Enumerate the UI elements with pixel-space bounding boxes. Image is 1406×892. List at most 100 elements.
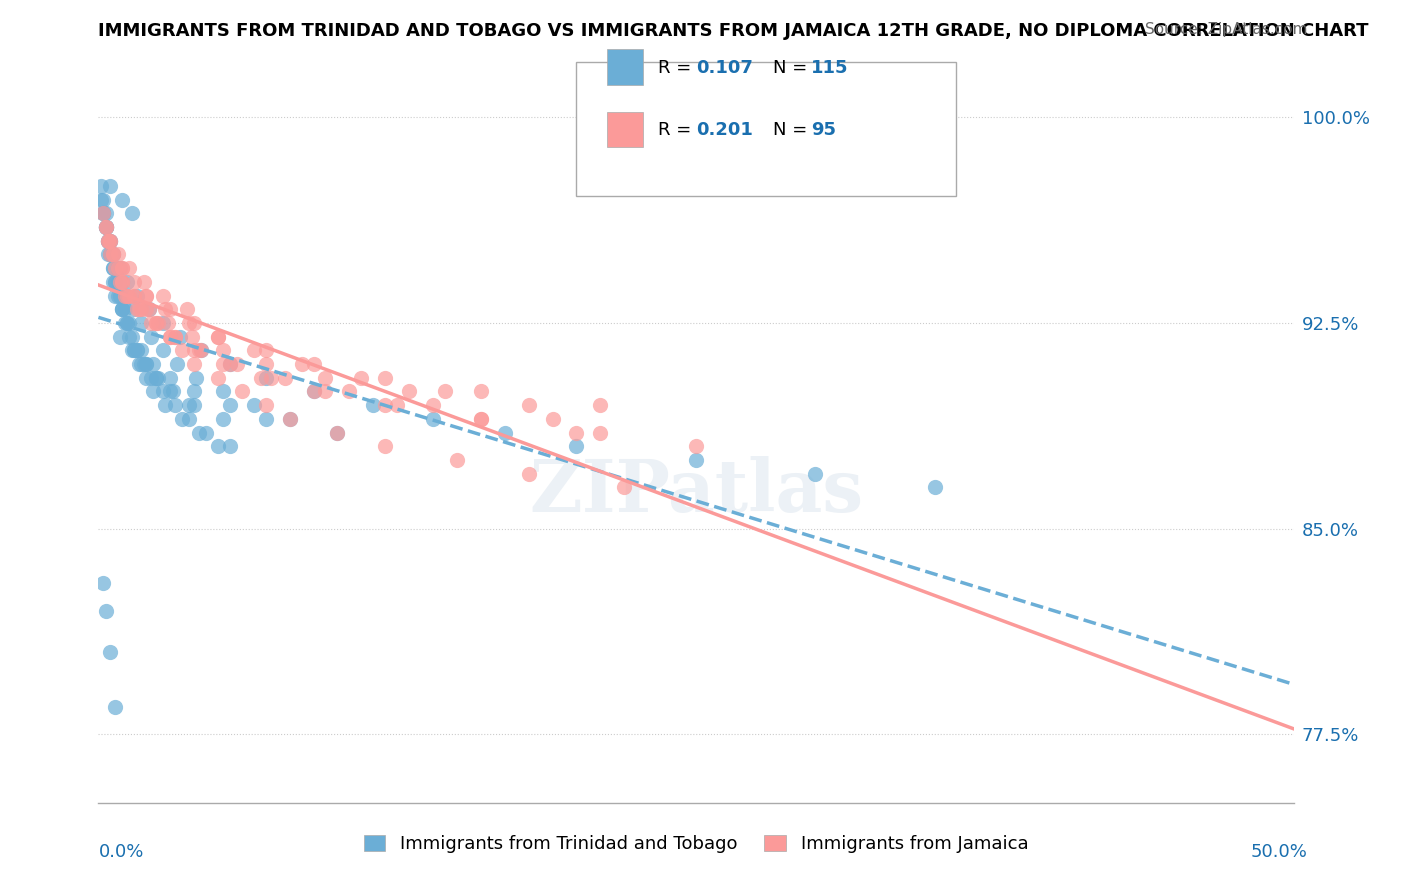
Point — [219, 439, 242, 453]
Point — [98, 234, 122, 248]
Text: N =: N = — [773, 121, 813, 139]
Point — [118, 316, 141, 330]
Point — [111, 302, 134, 317]
Point — [176, 302, 198, 317]
Point — [131, 302, 153, 317]
Point — [115, 316, 138, 330]
Point — [494, 425, 516, 440]
Point — [152, 288, 174, 302]
Point — [91, 206, 114, 220]
Point — [159, 384, 181, 399]
Point — [211, 343, 233, 358]
Point — [135, 302, 157, 317]
Point — [118, 288, 141, 302]
Point — [163, 329, 186, 343]
Point — [169, 329, 191, 343]
Point — [278, 412, 301, 426]
Point — [470, 384, 492, 399]
Point — [613, 480, 636, 494]
Point — [139, 316, 162, 330]
Point — [135, 357, 157, 371]
Point — [142, 384, 165, 399]
Point — [101, 261, 124, 276]
Point — [385, 398, 409, 412]
Point — [254, 412, 277, 426]
Point — [211, 412, 233, 426]
Point — [155, 398, 177, 412]
Point — [446, 453, 468, 467]
Point — [94, 206, 117, 220]
Point — [398, 384, 420, 399]
Point — [152, 316, 174, 330]
Point — [135, 288, 157, 302]
Text: 50.0%: 50.0% — [1251, 843, 1308, 861]
Point — [94, 219, 117, 234]
Point — [470, 412, 492, 426]
Legend: Immigrants from Trinidad and Tobago, Immigrants from Jamaica: Immigrants from Trinidad and Tobago, Imm… — [364, 835, 1028, 853]
Point — [131, 357, 153, 371]
Point — [101, 261, 124, 276]
Point — [207, 329, 229, 343]
Point — [315, 384, 337, 399]
Point — [91, 206, 114, 220]
Point — [115, 288, 138, 302]
Point — [374, 439, 396, 453]
Point — [278, 412, 301, 426]
Point — [302, 384, 325, 399]
Point — [111, 302, 134, 317]
Text: 0.201: 0.201 — [696, 121, 752, 139]
Point — [104, 288, 127, 302]
Point — [124, 343, 146, 358]
Point — [94, 219, 117, 234]
Point — [156, 316, 179, 330]
Point — [98, 178, 122, 193]
Point — [363, 398, 385, 412]
Point — [207, 329, 229, 343]
Point — [254, 371, 277, 385]
Point — [183, 384, 205, 399]
Point — [190, 343, 212, 358]
Point — [107, 275, 129, 289]
Point — [131, 316, 153, 330]
Point — [91, 576, 114, 591]
Point — [124, 302, 146, 317]
Point — [125, 288, 148, 302]
Point — [101, 247, 124, 261]
Point — [172, 343, 194, 358]
Point — [517, 467, 540, 481]
Point — [179, 316, 201, 330]
Point — [111, 275, 134, 289]
Point — [108, 329, 131, 343]
Point — [98, 234, 122, 248]
Point — [470, 412, 492, 426]
Point — [302, 384, 325, 399]
Point — [211, 384, 233, 399]
Point — [101, 247, 124, 261]
Point — [183, 343, 205, 358]
Point — [128, 302, 150, 317]
Point — [166, 357, 188, 371]
Point — [124, 288, 146, 302]
Point — [135, 288, 157, 302]
Point — [434, 384, 457, 399]
Point — [159, 371, 181, 385]
Point — [326, 425, 349, 440]
Point — [107, 288, 129, 302]
Point — [250, 371, 273, 385]
Point — [94, 219, 117, 234]
Point — [163, 329, 186, 343]
Point — [159, 329, 181, 343]
Point — [91, 206, 114, 220]
Point — [207, 439, 229, 453]
Point — [259, 371, 281, 385]
Point — [183, 316, 205, 330]
Point — [107, 261, 129, 276]
Point — [152, 343, 174, 358]
Point — [91, 206, 114, 220]
Point — [111, 193, 134, 207]
Point — [243, 343, 266, 358]
Point — [159, 329, 181, 343]
Text: ZIPatlas: ZIPatlas — [529, 457, 863, 527]
Text: 0.0%: 0.0% — [98, 843, 143, 861]
Point — [180, 329, 202, 343]
